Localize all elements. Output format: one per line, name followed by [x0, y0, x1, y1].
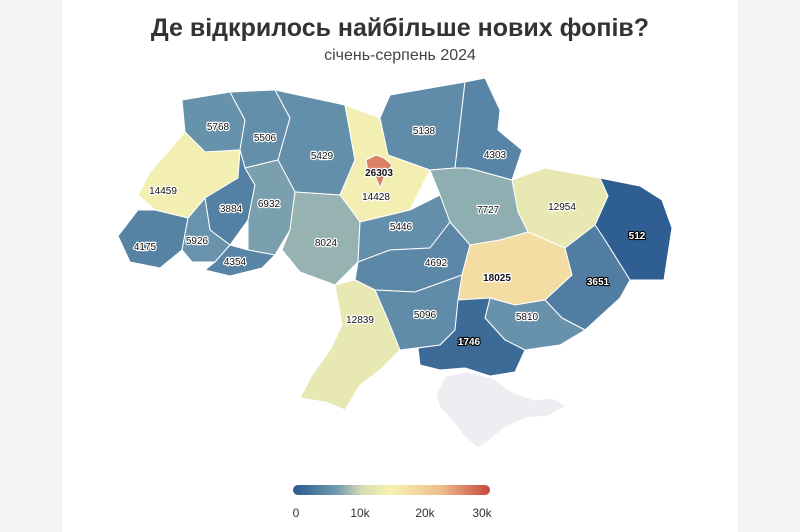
legend-color-bar	[293, 485, 490, 495]
color-legend: 0 10k 20k 30k	[293, 485, 493, 520]
region-value-label: 5926	[186, 236, 209, 247]
region-value-label: 5768	[207, 122, 230, 133]
region-kyiv-city	[365, 154, 393, 189]
legend-tick-label: 20k	[415, 506, 435, 520]
region-sumy	[454, 77, 523, 181]
region-value-label: 7727	[477, 205, 500, 216]
region-value-label: 14459	[149, 186, 177, 197]
region-value-label: 4303	[484, 150, 507, 161]
chart-title: Де відкрилось найбільше нових фопів?	[150, 14, 650, 42]
region-value-label: 12954	[548, 202, 576, 213]
region-value-label: 3651	[587, 277, 610, 288]
region-value-label: 1746	[458, 337, 481, 348]
region-value-label: 4692	[425, 258, 448, 269]
region-value-label: 5138	[413, 126, 436, 137]
region-crimea	[435, 371, 567, 449]
region-value-label: 14428	[362, 192, 390, 203]
region-value-label: 12839	[346, 315, 374, 326]
region-zakarpattia	[117, 209, 189, 269]
region-donetsk	[544, 224, 631, 331]
region-value-label: 8024	[315, 238, 338, 249]
legend-tick-label: 0	[293, 506, 300, 520]
region-value-label: 26303	[365, 168, 393, 179]
region-value-label: 6932	[258, 199, 281, 210]
chart-subtitle: січень-серпень 2024	[324, 47, 476, 64]
region-value-label: 5446	[390, 222, 413, 233]
region-value-label: 18025	[483, 273, 511, 284]
region-value-label: 5096	[414, 310, 437, 321]
region-value-label: 4175	[134, 242, 157, 253]
region-value-label: 5810	[516, 312, 539, 323]
region-value-label: 512	[629, 231, 646, 242]
legend-tick-label: 30k	[472, 506, 492, 520]
region-value-label: 5429	[311, 151, 334, 162]
region-value-label: 4354	[224, 257, 247, 268]
region-value-label: 5506	[254, 133, 277, 144]
region-kherson	[417, 297, 526, 377]
region-value-label: 3884	[220, 204, 243, 215]
region-chernivtsi	[204, 244, 276, 277]
legend-tick-label: 10k	[350, 506, 370, 520]
